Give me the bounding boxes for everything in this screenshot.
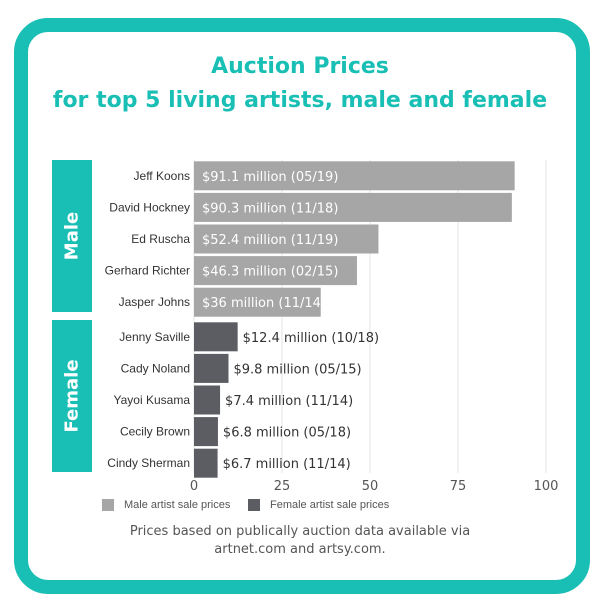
data-label: $46.3 million (02/15) xyxy=(202,265,338,280)
x-tick-label: 75 xyxy=(450,479,467,494)
legend-male-swatch xyxy=(102,499,114,511)
footnote-line-1: Prices based on publically auction data … xyxy=(129,524,471,539)
category-label: Jasper Johns xyxy=(119,295,190,309)
male-bar xyxy=(194,287,321,317)
legend-female-swatch xyxy=(248,499,260,511)
data-label: $9.8 million (05/15) xyxy=(233,362,361,377)
legend-female: Female artist sale prices xyxy=(248,498,389,512)
data-label: $6.8 million (05/18) xyxy=(223,426,351,441)
data-label: $52.4 million (11/19) xyxy=(202,233,338,248)
female-bar xyxy=(194,448,218,478)
x-tick-label: 50 xyxy=(362,479,379,494)
category-label: Jeff Koons xyxy=(134,169,190,183)
data-label: $7.4 million (11/14) xyxy=(225,394,353,409)
footnote-line-2: artnet.com and artsy.com. xyxy=(214,542,386,557)
male-bar xyxy=(194,161,515,191)
data-label: $36 million (11/14) xyxy=(202,296,326,311)
female-group-band: Female xyxy=(52,320,92,472)
legend-female-label: Female artist sale prices xyxy=(270,499,390,511)
x-tick-label: 25 xyxy=(274,479,291,494)
male-bar xyxy=(194,256,357,286)
data-label: $91.1 million (05/19) xyxy=(202,170,338,185)
category-label: Ed Ruscha xyxy=(131,232,190,246)
category-label: Cecily Brown xyxy=(120,425,190,439)
female-bar xyxy=(194,322,238,352)
data-label: $90.3 million (11/18) xyxy=(202,201,338,216)
male-group-band: Male xyxy=(52,160,92,312)
female-bar xyxy=(194,385,221,415)
category-label: Yayoi Kusama xyxy=(114,393,191,407)
x-tick-label: 0 xyxy=(190,479,198,494)
chart-title: Auction Prices xyxy=(211,54,389,79)
chart-subtitle: for top 5 living artists, male and femal… xyxy=(52,88,548,113)
male-bar xyxy=(194,224,379,254)
legend-male-label: Male artist sale prices xyxy=(124,499,231,511)
category-label: Cady Noland xyxy=(121,361,190,375)
female-bar xyxy=(194,353,229,383)
category-label: Jenny Saville xyxy=(119,330,190,344)
category-label: David Hockney xyxy=(109,200,190,214)
data-label: $12.4 million (10/18) xyxy=(243,331,379,346)
x-tick-label: 100 xyxy=(534,479,559,494)
category-label: Cindy Sherman xyxy=(107,456,190,470)
male-bar xyxy=(194,192,512,222)
female-bar xyxy=(194,417,218,447)
data-label: $6.7 million (11/14) xyxy=(223,457,351,472)
category-label: Gerhard Richter xyxy=(105,264,190,278)
legend-male: Male artist sale prices xyxy=(102,498,230,512)
